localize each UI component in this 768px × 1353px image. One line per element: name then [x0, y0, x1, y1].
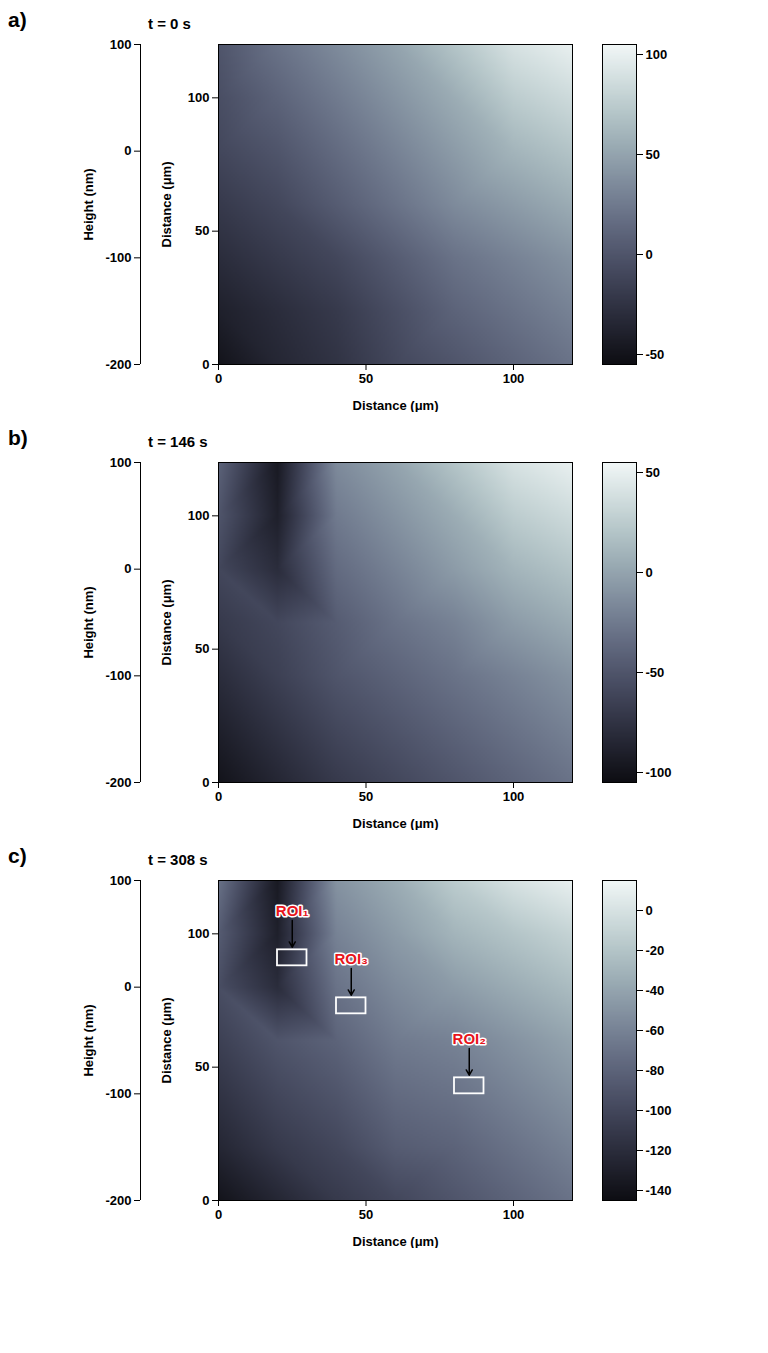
svg-text:0: 0 — [646, 565, 653, 580]
html-text:c): c) — [8, 844, 27, 867]
svg-text:100: 100 — [646, 47, 668, 62]
svg-text:Height (nm): Height (nm) — [81, 1004, 96, 1076]
svg-text:-120: -120 — [646, 1143, 672, 1158]
svg-text:Distance (μm): Distance (μm) — [159, 580, 174, 666]
svg-text:50: 50 — [646, 465, 660, 480]
svg-text:-200: -200 — [105, 1193, 131, 1208]
html-text:t = 308 s: t = 308 s — [148, 851, 208, 868]
svg-text:0: 0 — [646, 247, 653, 262]
svg-text:100: 100 — [110, 37, 132, 52]
svg-text:ROI₂: ROI₂ — [453, 1030, 486, 1047]
svg-text:-200: -200 — [105, 775, 131, 790]
svg-text:0: 0 — [124, 143, 131, 158]
svg-text:-100: -100 — [105, 668, 131, 683]
svg-text:ROI₁: ROI₁ — [276, 902, 309, 919]
svg-text:Distance (μm): Distance (μm) — [353, 1234, 439, 1249]
svg-text:0: 0 — [646, 903, 653, 918]
svg-text:50: 50 — [359, 789, 373, 804]
html-text:a): a) — [8, 8, 27, 31]
svg-text:0: 0 — [202, 357, 209, 372]
svg-text:-140: -140 — [646, 1183, 672, 1198]
svg-text:0: 0 — [202, 1193, 209, 1208]
svg-text:Distance (μm): Distance (μm) — [159, 998, 174, 1084]
svg-text:100: 100 — [503, 1207, 525, 1222]
svg-text:-100: -100 — [105, 250, 131, 265]
svg-text:50: 50 — [195, 1059, 209, 1074]
svg-text:100: 100 — [110, 455, 132, 470]
svg-text:ROI₃: ROI₃ — [334, 950, 368, 967]
svg-text:0: 0 — [124, 561, 131, 576]
svg-text:100: 100 — [503, 371, 525, 386]
svg-text:100: 100 — [188, 508, 210, 523]
svg-text:-100: -100 — [105, 1086, 131, 1101]
html-text:t = 0 s: t = 0 s — [148, 15, 191, 32]
svg-text:100: 100 — [188, 926, 210, 941]
svg-text:50: 50 — [195, 641, 209, 656]
svg-text:-200: -200 — [105, 357, 131, 372]
svg-text:-50: -50 — [646, 665, 665, 680]
svg-text:-40: -40 — [646, 983, 665, 998]
svg-text:50: 50 — [359, 371, 373, 386]
svg-text:0: 0 — [124, 979, 131, 994]
svg-text:-20: -20 — [646, 943, 665, 958]
svg-text:Distance (μm): Distance (μm) — [159, 162, 174, 248]
svg-text:50: 50 — [195, 223, 209, 238]
svg-text:100: 100 — [110, 873, 132, 888]
svg-text:Distance (μm): Distance (μm) — [353, 398, 439, 413]
svg-text:50: 50 — [646, 147, 660, 162]
svg-text:-100: -100 — [646, 1103, 672, 1118]
svg-text:-60: -60 — [646, 1023, 665, 1038]
svg-text:Distance (μm): Distance (μm) — [353, 816, 439, 831]
svg-text:0: 0 — [215, 371, 222, 386]
svg-text:-80: -80 — [646, 1063, 665, 1078]
svg-text:-50: -50 — [646, 347, 665, 362]
svg-text:0: 0 — [215, 1207, 222, 1222]
svg-text:100: 100 — [503, 789, 525, 804]
html-text:b): b) — [8, 426, 28, 449]
svg-text:Height (nm): Height (nm) — [81, 586, 96, 658]
svg-text:100: 100 — [188, 90, 210, 105]
svg-text:50: 50 — [359, 1207, 373, 1222]
svg-text:0: 0 — [202, 775, 209, 790]
html-text:t = 146 s: t = 146 s — [148, 433, 208, 450]
svg-text:0: 0 — [215, 789, 222, 804]
svg-text:Height (nm): Height (nm) — [81, 168, 96, 240]
svg-text:-100: -100 — [646, 765, 672, 780]
